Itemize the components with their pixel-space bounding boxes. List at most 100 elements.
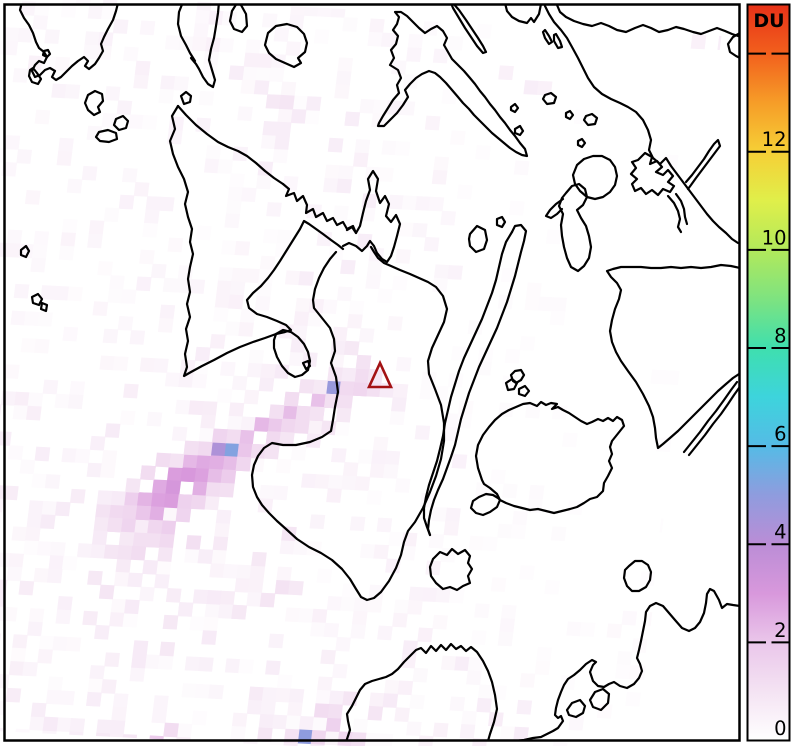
noise-cell [231, 712, 248, 728]
noise-cell [104, 423, 121, 438]
noise-cell [266, 202, 282, 217]
plume-cell [190, 494, 207, 510]
noise-cell [384, 450, 401, 466]
plume-cell [110, 490, 126, 506]
noise-cell [56, 151, 73, 166]
noise-cell [417, 735, 434, 746]
noise-cell [625, 691, 641, 707]
noise-cell [445, 507, 461, 523]
coastline-path [228, 5, 249, 34]
noise-cell [67, 394, 84, 410]
noise-cell [133, 519, 150, 534]
colorbar-unit-label: DU [753, 10, 784, 32]
noise-cell [454, 656, 470, 672]
noise-cell [447, 265, 463, 280]
plume-cell [223, 442, 240, 458]
coastline-path [557, 182, 593, 273]
noise-cell [116, 100, 133, 115]
noise-cell [385, 558, 401, 574]
colorbar-tick-label: 2 [774, 619, 786, 642]
plume-cell [263, 444, 280, 460]
noise-cell [274, 242, 291, 258]
noise-cell [461, 710, 477, 726]
noise-cell [50, 541, 66, 557]
noise-cell [115, 558, 132, 574]
coastline-path [422, 230, 514, 537]
noise-cell [255, 66, 272, 82]
coastline-path [426, 223, 528, 537]
noise-cell [230, 726, 246, 741]
noise-cell [139, 249, 155, 265]
coastline-path [450, 5, 488, 55]
noise-cell [621, 610, 638, 626]
coastline-path [263, 22, 309, 69]
plume-cell [222, 456, 238, 471]
plume-cell [417, 627, 433, 643]
noise-cell [120, 289, 137, 304]
plume-cell [327, 137, 344, 153]
plume-cell [325, 717, 342, 733]
noise-cell [19, 459, 36, 475]
noise-cell [285, 715, 302, 731]
coastline-path [281, 182, 358, 235]
noise-cell [412, 667, 429, 683]
noise-cell [242, 66, 258, 81]
colorbar-tick-label: 8 [774, 324, 786, 347]
plume-cell [259, 592, 276, 608]
plume-cell [253, 80, 270, 95]
noise-cell [512, 510, 528, 526]
noise-cell [60, 3, 77, 18]
plume-cell [194, 346, 211, 362]
noise-cell [227, 186, 244, 202]
noise-cell [224, 213, 241, 229]
noise-cell [290, 445, 307, 461]
noise-cell [357, 449, 374, 465]
noise-cell [544, 579, 560, 595]
noise-cell [1, 606, 18, 622]
plume-cell [339, 380, 355, 396]
noise-cell [320, 649, 336, 665]
noise-cell [23, 540, 40, 556]
plume-cell [279, 431, 295, 447]
noise-cell [144, 654, 161, 670]
noise-cell [0, 403, 2, 419]
noise-cell [146, 411, 163, 427]
noise-cell [176, 723, 193, 739]
noise-cell [87, 678, 104, 694]
noise-cell [316, 231, 333, 247]
noise-cell [208, 684, 224, 700]
noise-cell [406, 721, 422, 737]
noise-cell [419, 385, 436, 400]
noise-cell [306, 311, 323, 327]
plume-cell [335, 407, 352, 423]
noise-cell [350, 624, 366, 639]
noise-cell [13, 283, 30, 299]
plume-cell [690, 34, 707, 50]
noise-cell [659, 518, 676, 534]
plume-cell [251, 551, 267, 567]
noise-cell [449, 130, 466, 146]
plume-cell [177, 494, 193, 509]
noise-cell [351, 610, 368, 626]
noise-cell [34, 338, 50, 354]
plume-cell [225, 429, 242, 444]
plume-cell [231, 604, 247, 620]
noise-cell [295, 297, 311, 313]
noise-cell [154, 573, 170, 589]
noise-cell [237, 106, 253, 121]
noise-cell [377, 625, 393, 641]
noise-cell [139, 20, 156, 36]
coastline-path [555, 5, 739, 38]
plume-cell [166, 466, 183, 482]
noise-cell [369, 692, 385, 708]
plume-cell [193, 468, 210, 483]
noise-cell [74, 448, 91, 464]
noise-cell [212, 536, 229, 552]
noise-cell [2, 485, 19, 501]
noise-cell [280, 81, 297, 97]
noise-cell [246, 362, 263, 378]
plume-cell [273, 364, 290, 379]
noise-cell [366, 490, 383, 505]
noise-cell [519, 673, 536, 688]
noise-cell [288, 688, 305, 704]
